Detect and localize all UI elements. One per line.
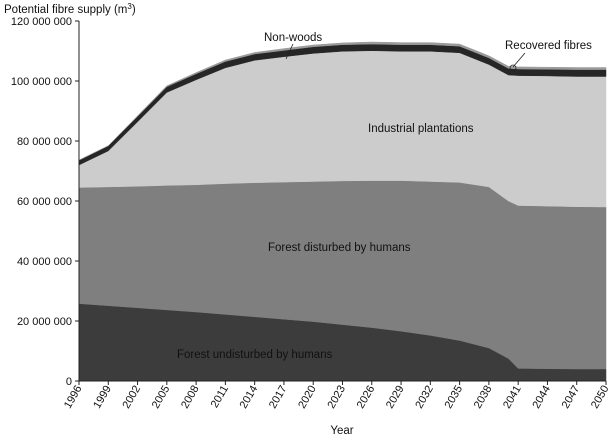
y-axis-title-superscript: 3 <box>127 2 132 11</box>
annotation-non-woods: Non-woods <box>264 32 322 44</box>
annotation-industrial-plantations: Industrial plantations <box>368 123 474 135</box>
recovered-fibres-marker <box>509 64 517 72</box>
x-tick-label: 2035 <box>443 384 466 411</box>
y-tick-label: 0 <box>66 376 72 388</box>
non-woods-pointer <box>285 43 294 60</box>
x-tick-label: 2023 <box>325 384 348 411</box>
x-tick-label: 2017 <box>267 384 290 411</box>
area-layers <box>78 41 607 382</box>
y-tick-label: 60 000 000 <box>17 196 72 208</box>
annotation-recovered-fibres: Recovered fibres <box>505 40 592 52</box>
x-tick-label: 2014 <box>238 384 261 411</box>
y-tick-label: 40 000 000 <box>17 256 72 268</box>
y-tick-label: 100 000 000 <box>11 76 72 88</box>
x-tick-label: 2005 <box>150 384 173 411</box>
annotation-forest-disturbed: Forest disturbed by humans <box>268 242 411 254</box>
x-tick-label: 2044 <box>530 384 553 411</box>
x-tick-label: 2050 <box>589 384 612 411</box>
y-axis-title-main: Potential fibre supply (m <box>4 4 127 16</box>
x-tick-label: 2029 <box>384 384 407 411</box>
x-tick-label: 1999 <box>91 384 114 411</box>
x-tick-label: 2038 <box>472 384 495 411</box>
y-tick-label: 80 000 000 <box>17 136 72 148</box>
annotation-forest-undisturbed: Forest undisturbed by humans <box>177 349 333 361</box>
x-tick-label: 2032 <box>413 384 436 411</box>
y-axis-ticks: 0 20 000 000 40 000 000 60 000 000 80 000 00… <box>11 16 79 388</box>
area-recovered-fibres <box>78 41 607 161</box>
recovered-fibres-pointer <box>512 52 526 68</box>
y-axis-title: Potential fibre supply (m3) <box>4 2 136 16</box>
y-tick-label: 120 000 000 <box>11 16 72 28</box>
x-tick-label: 2011 <box>209 384 231 410</box>
x-axis-ticks: 1996 1999 2002 2005 2008 2011 2014 2017 2020 2023… <box>62 381 612 411</box>
area-annotations: Non-woods Recovered fibres Industrial pl… <box>177 32 592 361</box>
x-tick-label: 2047 <box>560 384 583 411</box>
x-tick-label: 2002 <box>121 384 144 411</box>
x-axis-title: Year <box>330 425 353 437</box>
x-tick-label: 2008 <box>179 384 202 411</box>
x-tick-label: 2026 <box>355 384 378 411</box>
y-axis-title-suffix: ) <box>132 4 136 16</box>
x-tick-label: 2020 <box>296 384 319 411</box>
x-tick-label: 2041 <box>501 384 524 411</box>
y-tick-label: 20 000 000 <box>17 316 72 328</box>
